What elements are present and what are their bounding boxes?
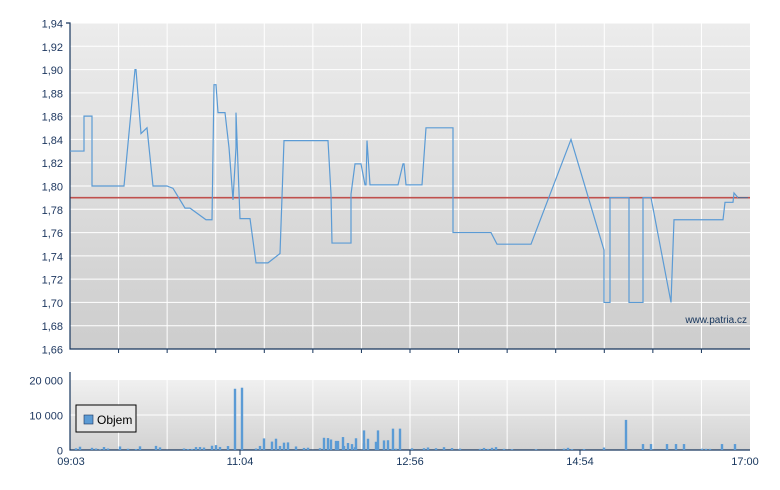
svg-text:Objem: Objem (97, 413, 132, 427)
svg-text:14:54: 14:54 (566, 456, 594, 468)
svg-text:1,78: 1,78 (42, 205, 63, 217)
svg-text:1,68: 1,68 (42, 321, 63, 333)
svg-text:1,80: 1,80 (42, 182, 63, 194)
svg-text:1,72: 1,72 (42, 275, 63, 287)
svg-text:www.patria.cz: www.patria.cz (684, 315, 747, 326)
svg-text:12:56: 12:56 (396, 456, 424, 468)
svg-text:1,70: 1,70 (42, 298, 63, 310)
svg-text:17:00: 17:00 (731, 456, 759, 468)
svg-text:1,92: 1,92 (42, 42, 63, 54)
svg-text:1,90: 1,90 (42, 65, 63, 77)
svg-text:11:04: 11:04 (227, 456, 254, 468)
svg-text:10 000: 10 000 (29, 411, 63, 423)
svg-text:1,76: 1,76 (42, 228, 63, 240)
svg-text:1,74: 1,74 (42, 251, 63, 263)
svg-text:20 000: 20 000 (29, 376, 63, 388)
svg-text:1,94: 1,94 (42, 19, 63, 31)
svg-text:1,86: 1,86 (42, 112, 63, 124)
svg-text:1,88: 1,88 (42, 88, 63, 100)
svg-text:1,84: 1,84 (42, 135, 63, 147)
svg-text:1,82: 1,82 (42, 158, 63, 170)
svg-text:09:03: 09:03 (57, 456, 85, 468)
svg-text:1,66: 1,66 (42, 345, 63, 357)
